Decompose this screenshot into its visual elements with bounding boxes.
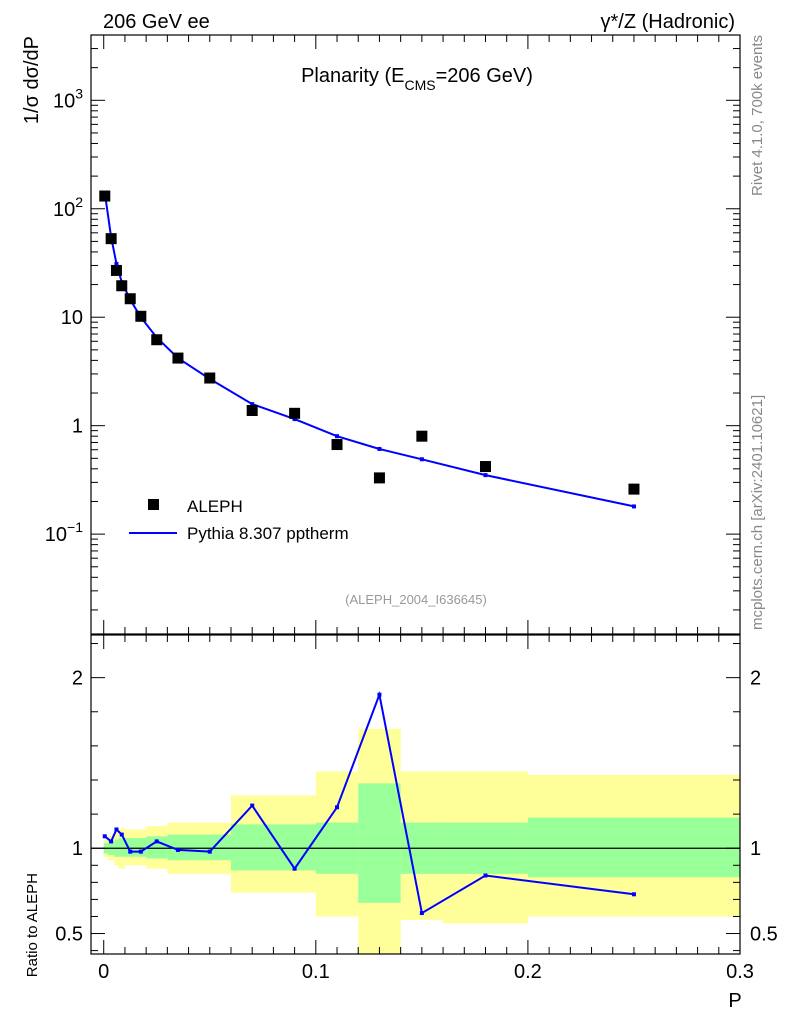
legend-label-aleph: ALEPH — [187, 497, 243, 516]
ratio-y-tick-label-right: 0.5 — [750, 924, 778, 946]
ratio-y-tick-label-right: 2 — [750, 668, 761, 690]
aleph-data-point — [246, 405, 258, 417]
uncertainty-band-inner — [188, 834, 231, 861]
x-tick-label: 0.3 — [726, 961, 754, 983]
ratio-y-tick-label: 2 — [72, 668, 83, 690]
aleph-data-point — [628, 483, 640, 495]
main-plot-frame — [90, 34, 741, 635]
ratio-point — [419, 911, 424, 916]
uncertainty-band-inner — [527, 817, 740, 878]
ratio-y-axis-label: Ratio to ALEPH — [24, 873, 41, 977]
ratio-point — [154, 839, 159, 844]
aleph-data-point — [135, 310, 147, 322]
x-tick-label: 0 — [98, 961, 109, 983]
pythia-point — [335, 434, 340, 439]
main-y-tick-label: 102 — [53, 194, 83, 221]
x-axis-label: P — [728, 990, 741, 1012]
mcplots-label: mcplots.cern.ch [arXiv:2401.10621] — [749, 395, 766, 630]
uncertainty-band-inner — [230, 824, 274, 871]
ratio-plot-frame — [90, 634, 741, 955]
ratio-y-tick-label-right: 1 — [750, 838, 761, 860]
ratio-point — [119, 832, 124, 837]
aleph-data-point — [479, 461, 491, 473]
pythia-point — [419, 457, 424, 462]
uncertainty-band-inner — [135, 838, 147, 857]
ratio-point — [114, 827, 119, 832]
aleph-data-point — [289, 407, 301, 419]
aleph-data-point — [172, 352, 184, 364]
ratio-point — [292, 866, 297, 871]
rivet-version-label: Rivet 4.1.0, 700k events — [749, 35, 766, 196]
pythia-point — [483, 473, 488, 478]
ratio-point — [631, 892, 636, 897]
main-y-tick-label: 10 — [61, 307, 83, 329]
ratio-point — [377, 692, 382, 697]
main-y-axis-label: 1/σ dσ/dP — [21, 36, 43, 124]
uncertainty-band-inner — [167, 834, 189, 861]
legend-label-pythia: Pythia 8.307 pptherm — [187, 524, 349, 543]
legend-marker-aleph — [148, 499, 159, 510]
aleph-data-point — [151, 334, 163, 346]
ratio-point — [335, 805, 340, 810]
main-plot-title: Planarity (ECMS=206 GeV) — [301, 65, 533, 93]
uncertainty-band-inner — [358, 783, 401, 903]
aleph-data-point — [416, 430, 428, 442]
aleph-data-point — [110, 264, 122, 276]
ratio-y-tick-label: 0.5 — [55, 924, 83, 946]
pythia-point — [377, 446, 382, 451]
pythia-point — [631, 504, 636, 509]
main-y-tick-label: 1 — [72, 416, 83, 438]
aleph-data-point — [204, 372, 216, 384]
aleph-data-point — [99, 190, 111, 202]
pythia-point — [292, 417, 297, 422]
pythia-line — [103, 192, 635, 508]
ratio-y-tick-label: 1 — [72, 838, 83, 860]
ratio-point — [483, 873, 488, 878]
x-tick-label: 0.2 — [514, 961, 542, 983]
main-y-tick-label: 10−1 — [45, 519, 83, 546]
aleph-data-point — [331, 439, 343, 451]
uncertainty-band-inner — [118, 838, 125, 857]
aleph-data-point — [124, 293, 136, 305]
uncertainty-band-inner — [146, 836, 168, 859]
main-y-tick-label: 103 — [53, 85, 83, 112]
ratio-point — [175, 847, 180, 852]
ratio-point — [102, 834, 107, 839]
aleph-data-point — [373, 472, 385, 484]
ratio-point — [109, 839, 114, 844]
ratio-point — [250, 803, 255, 808]
ratio-line — [104, 691, 635, 915]
ratio-point — [128, 849, 133, 854]
x-tick-label: 0.1 — [302, 961, 330, 983]
header-left: 206 GeV ee — [103, 11, 210, 33]
uncertainty-band-inner — [124, 838, 136, 857]
aleph-data-point — [116, 280, 128, 292]
analysis-id-label: (ALEPH_2004_I636645) — [345, 592, 487, 607]
aleph-data-point — [105, 233, 117, 245]
ratio-point — [207, 849, 212, 854]
pythia-point — [114, 261, 119, 266]
ratio-point — [138, 849, 143, 854]
header-right: γ*/Z (Hadronic) — [601, 11, 735, 33]
pythia-point — [250, 402, 255, 407]
